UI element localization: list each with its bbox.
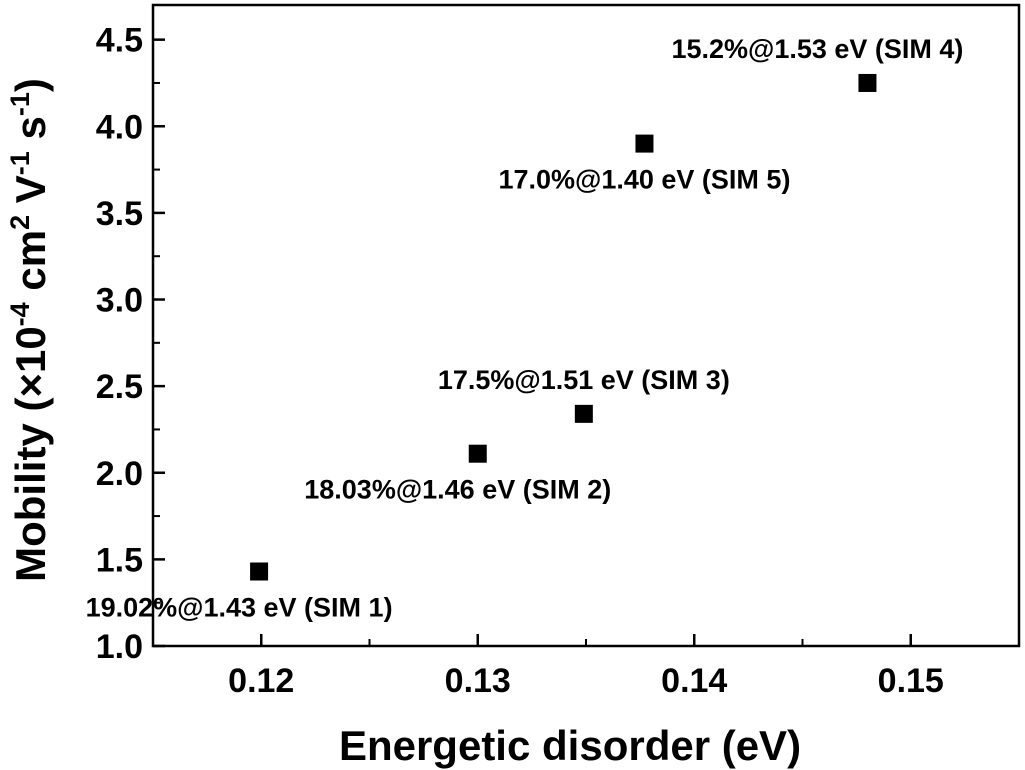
point-label: 17.5%@1.51 eV (SIM 3) [438, 365, 730, 395]
data-point [635, 134, 654, 153]
x-axis-title: Energetic disorder (eV) [339, 722, 801, 769]
point-label: 19.02%@1.43 eV (SIM 1) [86, 593, 393, 623]
axes [151, 3, 1021, 648]
y-tick-label: 3.5 [96, 195, 143, 233]
y-tick-label: 1.0 [96, 628, 143, 666]
axis-ticks: 1.0 1.5 2.0 2.5 3.0 3.5 4.0 4.5 0.12 0.13 0.14 0.15 [96, 22, 944, 700]
y-tick-label: 4.5 [96, 22, 143, 60]
point-label: 15.2%@1.53 eV (SIM 4) [671, 34, 963, 64]
y-axis-title: Mobility (×10-4 cm2 V-1 s-1) [5, 78, 54, 582]
plot-frame [151, 3, 1021, 648]
data-point [250, 562, 269, 581]
y-tick-label: 4.0 [96, 108, 143, 146]
x-tick-label: 0.14 [661, 662, 727, 700]
x-tick-label: 0.15 [878, 662, 944, 700]
data-point [858, 73, 877, 92]
data-point [468, 444, 487, 463]
point-label: 18.03%@1.46 eV (SIM 2) [304, 475, 611, 505]
data-points [250, 73, 877, 581]
y-tick-label: 3.0 [96, 282, 143, 320]
x-tick-label: 0.12 [228, 662, 294, 700]
point-label: 17.0%@1.40 eV (SIM 5) [498, 165, 790, 195]
data-point [574, 404, 593, 423]
x-tick-label: 0.13 [445, 662, 511, 700]
point-annotations: 19.02%@1.43 eV (SIM 1) 18.03%@1.46 eV (SI… [86, 34, 964, 623]
y-tick-label: 1.5 [96, 541, 143, 579]
y-tick-label: 2.0 [96, 455, 143, 493]
y-tick-label: 2.5 [96, 368, 143, 406]
